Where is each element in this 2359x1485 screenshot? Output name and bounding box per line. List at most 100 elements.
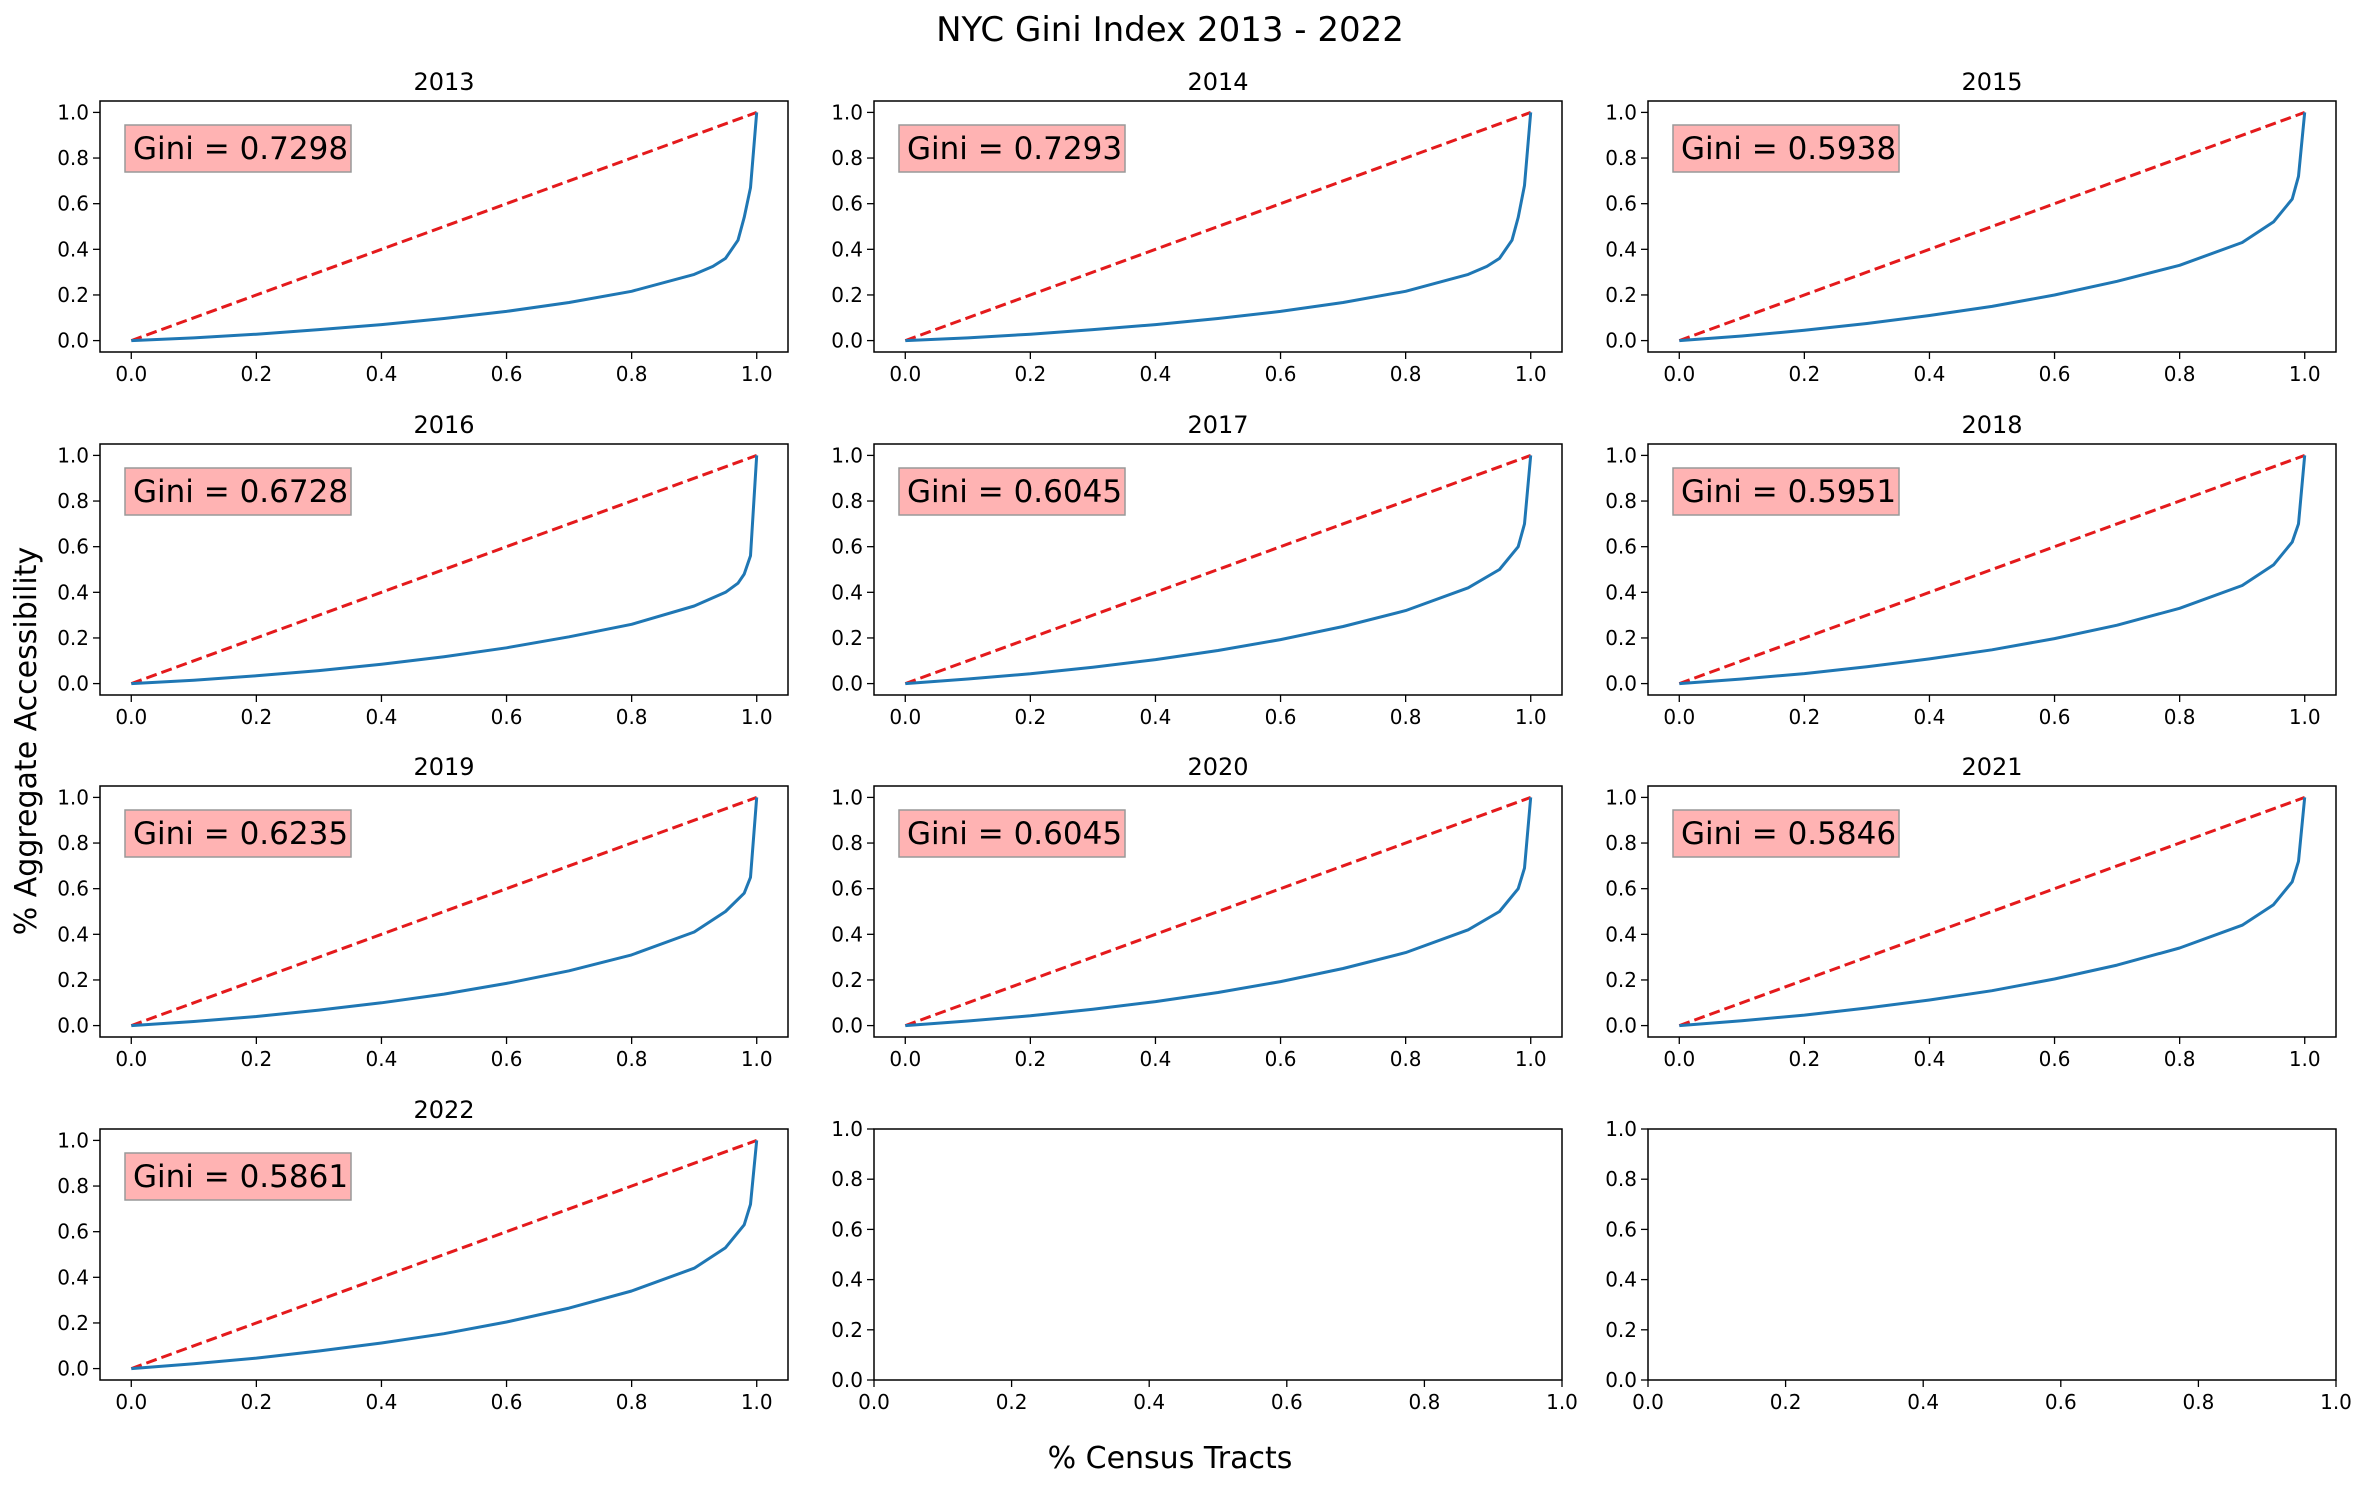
subplot-panel: 0.0 0.2 0.4 0.6 0.8 1.0 0.0 0.2 0.4 0.6 0.8 1.0 [1605,1117,2352,1414]
x-tick-label: 0.8 [2164,362,2196,386]
x-tick-label: 0.2 [1014,362,1046,386]
x-tick-label: 0.4 [1140,705,1172,729]
y-tick-label: 0.0 [1605,1368,1637,1392]
y-tick-label: 0.0 [1605,672,1637,696]
x-tick-label: 0.2 [1788,362,1820,386]
x-tick-label: 0.2 [1788,705,1820,729]
y-tick-label: 0.8 [831,1167,863,1191]
subplot-title: 2016 [413,411,474,439]
subplot-title: 2015 [1961,68,2022,96]
y-tick-label: 0.2 [57,626,89,650]
subplot-title: 2019 [413,753,474,781]
y-tick-label: 1.0 [57,443,89,467]
x-tick-label: 0.2 [1788,1047,1820,1071]
x-tick-label: 1.0 [2289,362,2321,386]
equality-line [130,453,758,686]
y-tick-label: 0.6 [831,535,863,559]
gini-annotation-box [1672,467,1900,516]
x-tick-label: 1.0 [741,1047,773,1071]
subplot-panel: 2019 0.0 0.2 0.4 0.6 0.8 1.0 0.0 0.2 0.4 0.6 0.8 1.0… [57,753,789,1071]
x-tick-label: 0.0 [115,705,147,729]
gini-annotation-box [898,124,1126,173]
gini-annotation-box [1672,809,1900,858]
subplot-title: 2017 [1187,411,1248,439]
y-tick-label: 0.2 [1605,1318,1637,1342]
y-tick-label: 0.2 [831,1318,863,1342]
gini-annotation: Gini = 0.7293 [907,131,1122,167]
y-tick-label: 0.0 [57,1357,89,1381]
y-tick-label: 0.2 [57,283,89,307]
y-tick-label: 0.2 [831,626,863,650]
gini-annotation-box [124,1152,352,1201]
x-tick-label: 1.0 [1515,705,1547,729]
y-tick-label: 0.8 [57,489,89,513]
y-tick-label: 0.2 [1605,626,1637,650]
x-tick-label: 0.8 [616,705,648,729]
y-tick-label: 0.4 [57,237,89,261]
y-tick-label: 0.4 [831,580,863,604]
axes-frame [1647,100,2337,353]
equality-line [130,1138,758,1371]
subplot-panel: 2020 0.0 0.2 0.4 0.6 0.8 1.0 0.0 0.2 0.4 0.6 0.8 1.0… [831,753,1563,1071]
x-tick-label: 1.0 [2289,705,2321,729]
y-tick-label: 0.0 [1605,329,1637,353]
x-tick-label: 0.8 [1390,362,1422,386]
x-tick-label: 0.4 [1140,1047,1172,1071]
x-tick-label: 0.4 [1914,1047,1946,1071]
x-tick-label: 0.6 [491,1047,523,1071]
equality-line [904,795,1532,1028]
y-tick-label: 1.0 [1605,785,1637,809]
y-tick-label: 0.2 [57,968,89,992]
y-tick-label: 0.6 [1605,877,1637,901]
y-tick-label: 0.8 [1605,831,1637,855]
equality-line [904,453,1532,686]
x-tick-label: 0.2 [240,362,272,386]
x-tick-label: 0.4 [366,362,398,386]
gini-annotation-box [124,809,352,858]
gini-annotation: Gini = 0.5861 [133,1159,348,1195]
subplot-panel: 0.0 0.2 0.4 0.6 0.8 1.0 0.0 0.2 0.4 0.6 0.8 1.0 [831,1117,1578,1414]
axes-frame [1647,1128,2337,1381]
y-tick-label: 0.6 [831,192,863,216]
y-tick-label: 1.0 [1605,443,1637,467]
x-tick-label: 0.0 [1632,1390,1664,1414]
lorenz-curve [905,112,1533,343]
x-tick-label: 0.6 [2039,1047,2071,1071]
y-tick-label: 0.4 [1605,237,1637,261]
x-tick-label: 0.6 [1265,705,1297,729]
gini-annotation: Gini = 0.6045 [907,816,1122,852]
y-tick-label: 1.0 [831,785,863,809]
y-tick-label: 0.0 [831,672,863,696]
gini-annotation: Gini = 0.5846 [1681,816,1896,852]
y-tick-label: 0.8 [831,489,863,513]
y-tick-label: 0.8 [831,831,863,855]
lorenz-curve [131,1140,759,1371]
x-tick-label: 0.8 [2164,1047,2196,1071]
x-tick-label: 0.6 [1265,1047,1297,1071]
x-tick-label: 0.0 [1663,362,1695,386]
x-tick-label: 0.0 [1663,1047,1695,1071]
gini-annotation-box [898,467,1126,516]
subplot-title: 2013 [413,68,474,96]
y-tick-label: 0.6 [57,877,89,901]
lorenz-curve [1679,797,2307,1028]
gini-annotation: Gini = 0.6045 [907,474,1122,510]
y-tick-label: 0.4 [57,1265,89,1289]
y-tick-label: 0.0 [57,329,89,353]
x-tick-label: 0.0 [889,1047,921,1071]
x-tick-label: 0.8 [1408,1390,1440,1414]
x-tick-label: 0.0 [889,362,921,386]
x-tick-label: 0.2 [1014,705,1046,729]
y-tick-label: 0.4 [57,922,89,946]
x-tick-label: 1.0 [1515,1047,1547,1071]
subplot-panel: 2013 0.0 0.2 0.4 0.6 0.8 1.0 0.0 0.2 0.4 0.6 0.8 1.0… [57,68,789,386]
y-tick-label: 0.0 [57,672,89,696]
y-tick-label: 0.2 [831,968,863,992]
x-tick-label: 0.4 [366,1390,398,1414]
x-tick-label: 1.0 [2289,1047,2321,1071]
gini-annotation: Gini = 0.5951 [1681,474,1896,510]
lorenz-curve [905,797,1533,1028]
axes-frame [873,443,1563,696]
y-tick-label: 0.2 [1605,283,1637,307]
